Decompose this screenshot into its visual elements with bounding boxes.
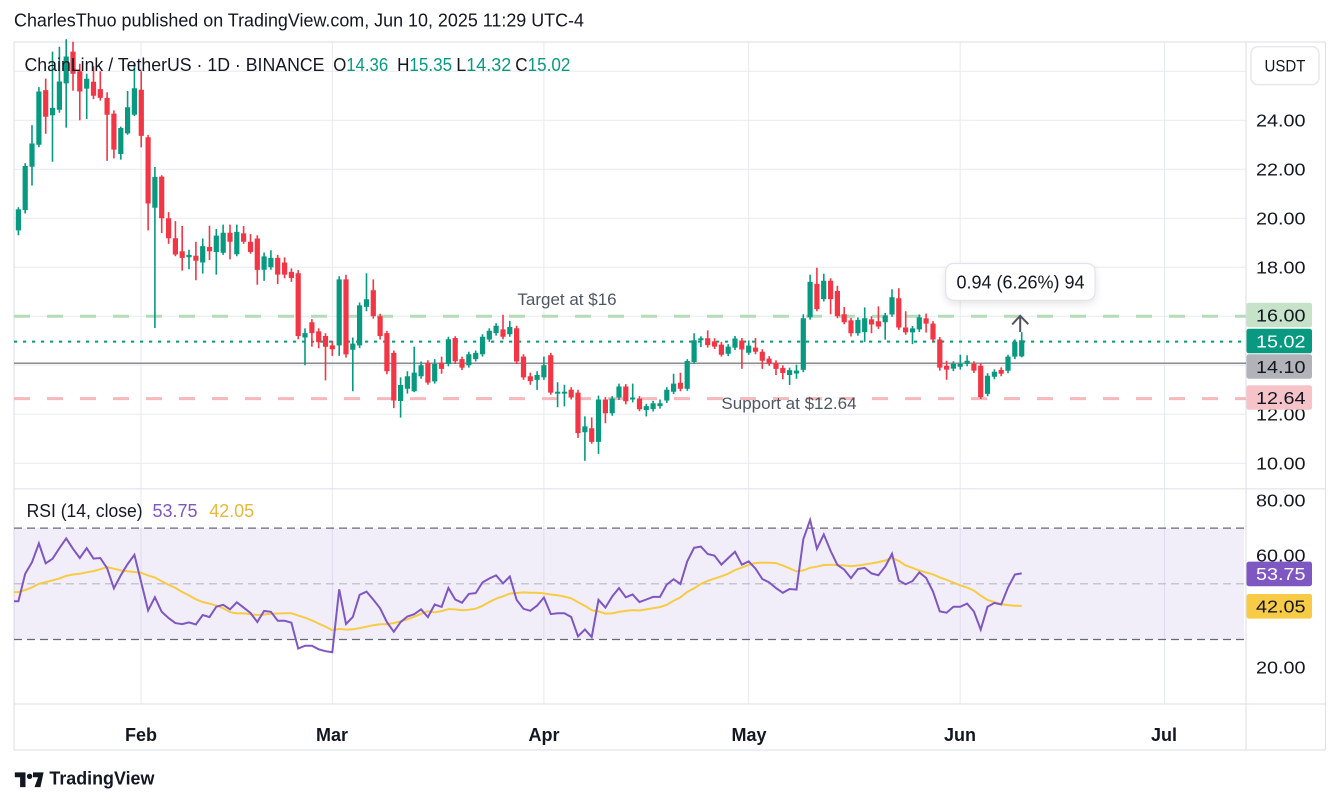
svg-text:H15.35: H15.35 <box>397 54 452 75</box>
svg-text:Mar: Mar <box>316 725 348 745</box>
svg-text:TradingView: TradingView <box>49 768 155 789</box>
svg-text:RSI (14, close): RSI (14, close) <box>27 501 143 521</box>
svg-text:C15.02: C15.02 <box>515 54 570 75</box>
svg-text:CharlesThuo published on Tradi: CharlesThuo published on TradingView.com… <box>14 11 584 31</box>
svg-text:80.00: 80.00 <box>1256 491 1306 511</box>
svg-text:16.00: 16.00 <box>1256 305 1306 325</box>
svg-text:24.00: 24.00 <box>1256 111 1306 131</box>
svg-text:42.05: 42.05 <box>209 501 254 521</box>
svg-text:Apr: Apr <box>529 725 560 745</box>
svg-text:Feb: Feb <box>125 725 157 745</box>
svg-text:20.00: 20.00 <box>1256 209 1306 229</box>
svg-text:18.00: 18.00 <box>1256 258 1306 278</box>
svg-text:22.00: 22.00 <box>1256 160 1306 180</box>
svg-text:12.64: 12.64 <box>1256 388 1306 408</box>
svg-text:USDT: USDT <box>1265 57 1306 76</box>
svg-text:53.75: 53.75 <box>153 501 198 521</box>
svg-text:14.10: 14.10 <box>1256 357 1306 377</box>
svg-text:20.00: 20.00 <box>1256 658 1306 678</box>
svg-text:15.02: 15.02 <box>1256 331 1306 351</box>
svg-text:10.00: 10.00 <box>1256 454 1306 474</box>
svg-text:O14.36: O14.36 <box>333 54 388 75</box>
svg-text:53.75: 53.75 <box>1256 564 1306 584</box>
svg-text:Target at $16: Target at $16 <box>517 290 616 309</box>
svg-text:Jul: Jul <box>1151 725 1177 745</box>
svg-text:May: May <box>731 725 766 745</box>
svg-text:Jun: Jun <box>944 725 976 745</box>
svg-text:42.05: 42.05 <box>1256 597 1306 617</box>
svg-text:Support at $12.64: Support at $12.64 <box>721 394 856 413</box>
svg-text:L14.32: L14.32 <box>456 54 511 75</box>
svg-text:60.00: 60.00 <box>1256 546 1306 566</box>
svg-text:0.94 (6.26%) 94: 0.94 (6.26%) 94 <box>956 273 1084 293</box>
svg-text:ChainLink / TetherUS · 1D · BI: ChainLink / TetherUS · 1D · BINANCE <box>25 54 325 75</box>
